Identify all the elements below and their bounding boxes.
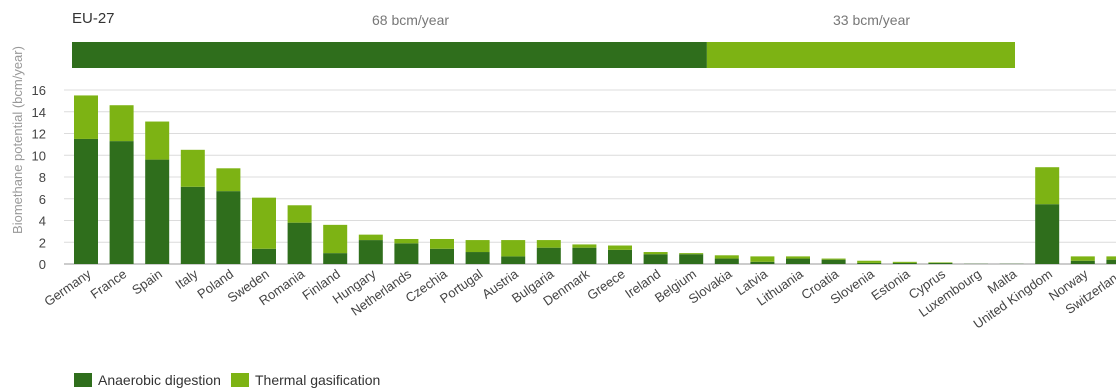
bar-thermal-austria (501, 240, 526, 257)
y-axis-title: Biomethane potential (bcm/year) (10, 46, 25, 234)
y-tick-label-6: 6 (39, 192, 46, 207)
bar-thermal-germany (74, 95, 98, 139)
y-tick-label-0: 0 (39, 257, 46, 272)
bar-anaerobic-netherlands (394, 243, 419, 264)
x-tick-label-france: France (88, 266, 130, 301)
bar-anaerobic-estonia (892, 262, 917, 264)
bar-anaerobic-norway (1070, 260, 1095, 264)
bar-thermal-norway (1070, 256, 1095, 261)
bar-thermal-bulgaria (536, 240, 561, 248)
bar-thermal-slovenia (857, 260, 882, 263)
bar-thermal-latvia (750, 256, 775, 262)
bar-anaerobic-sweden (252, 248, 276, 264)
legend-label-thermal: Thermal gasification (254, 372, 381, 388)
bar-anaerobic-lithuania (786, 258, 810, 264)
y-tick-label-12: 12 (32, 127, 46, 142)
bar-anaerobic-slovenia (857, 262, 882, 264)
bar-anaerobic-france (109, 141, 134, 264)
bar-anaerobic-croatia (821, 259, 846, 264)
bar-thermal-lithuania (786, 256, 810, 259)
bar-anaerobic-italy (180, 186, 205, 264)
bar-anaerobic-spain (145, 159, 170, 264)
bar-thermal-romania (287, 205, 312, 223)
bar-anaerobic-poland (216, 191, 241, 264)
bar-anaerobic-finland (323, 253, 348, 264)
bar-anaerobic-austria (501, 256, 526, 264)
bar-anaerobic-belgium (679, 254, 704, 264)
legend: Anaerobic digestion Thermal gasification (74, 372, 390, 388)
eu-total-label: EU-27 (72, 10, 115, 27)
bar-anaerobic-bulgaria (536, 247, 561, 264)
legend-label-anaerobic: Anaerobic digestion (98, 372, 221, 388)
bar-thermal-slovakia (714, 255, 739, 259)
bar-anaerobic-portugal (465, 252, 490, 264)
bar-thermal-portugal (465, 240, 490, 253)
bar-anaerobic-greece (608, 249, 632, 264)
bar-anaerobic-switzerland (1106, 259, 1116, 264)
eu-anaerobic-bar (72, 42, 707, 68)
x-tick-label-spain: Spain (129, 266, 165, 297)
eu-thermal-bar (706, 42, 1015, 68)
bar-anaerobic-united-kingdom (1035, 204, 1060, 264)
y-tick-label-4: 4 (39, 214, 46, 229)
y-tick-label-10: 10 (32, 148, 46, 163)
y-tick-label-2: 2 (39, 235, 46, 250)
biomethane-chart: 0 2 4 6 8 10 12 14 16 Biomethane potential (bcm/y… (10, 42, 1116, 332)
y-tick-label-14: 14 (32, 105, 46, 120)
legend-swatch-thermal (230, 373, 249, 387)
legend-item-thermal: Thermal gasification (230, 372, 381, 388)
eu-anaerobic-value-label: 68 bcm/year (372, 12, 450, 28)
bar-anaerobic-ireland (643, 254, 668, 264)
bar-anaerobic-latvia (750, 261, 775, 264)
eu-thermal-value-label: 33 bcm/year (833, 12, 911, 28)
bar-anaerobic-denmark (572, 247, 597, 264)
bar-anaerobic-cyprus (928, 262, 953, 264)
bar-thermal-czechia (430, 238, 454, 249)
bar-thermal-ireland (643, 252, 668, 255)
bar-thermal-united-kingdom (1035, 167, 1060, 205)
y-tick-label-8: 8 (39, 170, 46, 185)
bar-thermal-spain (145, 121, 170, 160)
bar-anaerobic-germany (74, 138, 98, 264)
bar-anaerobic-romania (287, 222, 312, 264)
bar-anaerobic-slovakia (714, 258, 739, 264)
bar-thermal-cyprus (928, 262, 953, 263)
bar-thermal-denmark (572, 244, 597, 248)
bar-thermal-italy (180, 149, 205, 187)
bar-thermal-switzerland (1106, 256, 1116, 260)
y-tick-label-16: 16 (32, 83, 46, 98)
bar-thermal-france (109, 105, 134, 142)
bar-thermal-hungary (358, 234, 383, 241)
bar-thermal-estonia (892, 261, 917, 263)
bar-thermal-belgium (679, 253, 704, 255)
bar-anaerobic-hungary (358, 240, 383, 264)
x-tick-label-germany: Germany (41, 266, 94, 309)
bar-thermal-croatia (821, 258, 846, 260)
x-tick-label-estonia: Estonia (868, 266, 913, 304)
bar-anaerobic-czechia (430, 248, 454, 264)
legend-swatch-anaerobic (74, 373, 92, 387)
bar-thermal-netherlands (394, 238, 419, 244)
bar-thermal-sweden (252, 197, 276, 249)
x-tick-label-greece: Greece (584, 266, 628, 303)
bar-thermal-greece (608, 245, 632, 250)
bar-thermal-poland (216, 168, 241, 192)
bar-thermal-finland (323, 224, 348, 254)
legend-item-anaerobic: Anaerobic digestion (74, 372, 221, 388)
